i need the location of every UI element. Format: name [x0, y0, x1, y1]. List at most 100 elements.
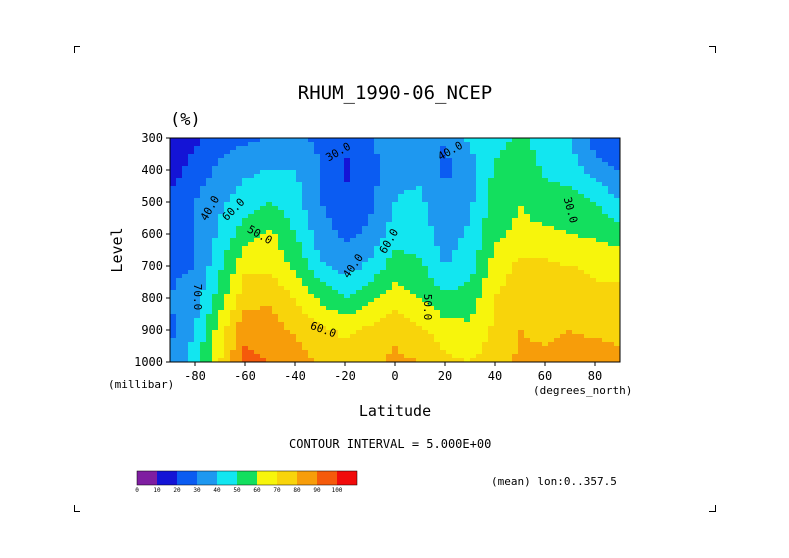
contour-cell [266, 190, 273, 195]
contour-cell [524, 342, 531, 347]
contour-cell [404, 262, 411, 267]
contour-cell [506, 154, 513, 159]
contour-cell [440, 242, 447, 247]
contour-cell [188, 346, 195, 351]
contour-cell [332, 278, 339, 283]
contour-cell [266, 354, 273, 359]
contour-cell [506, 162, 513, 167]
contour-cell [356, 210, 363, 215]
contour-cell [170, 186, 177, 191]
contour-cell [488, 342, 495, 347]
contour-cell [422, 170, 429, 175]
contour-cell [482, 338, 489, 343]
contour-cell [464, 310, 471, 315]
contour-cell [434, 250, 441, 255]
contour-cell [392, 290, 399, 295]
contour-cell [302, 302, 309, 307]
contour-cell [332, 162, 339, 167]
contour-cell [254, 350, 261, 355]
contour-cell [260, 214, 267, 219]
contour-cell [494, 266, 501, 271]
contour-cell [194, 346, 201, 351]
contour-cell [338, 202, 345, 207]
contour-cell [404, 246, 411, 251]
contour-cell [512, 162, 519, 167]
contour-cell [290, 350, 297, 355]
contour-cell [230, 154, 237, 159]
contour-cell [272, 326, 279, 331]
contour-cell [602, 198, 609, 203]
contour-cell [494, 230, 501, 235]
contour-cell [440, 246, 447, 251]
contour-cell [374, 302, 381, 307]
contour-cell [596, 258, 603, 263]
contour-cell [578, 270, 585, 275]
contour-cell [188, 266, 195, 271]
contour-cell [560, 230, 567, 235]
contour-cell [308, 178, 315, 183]
contour-cell [218, 298, 225, 303]
contour-cell [602, 282, 609, 287]
contour-cell [530, 162, 537, 167]
contour-cell [374, 230, 381, 235]
contour-cell [452, 150, 459, 155]
contour-cell [614, 162, 621, 167]
contour-cell [380, 226, 387, 231]
contour-cell [302, 230, 309, 235]
contour-cell [386, 146, 393, 151]
contour-cell [440, 310, 447, 315]
contour-cell [206, 206, 213, 211]
contour-cell [302, 166, 309, 171]
contour-cell [188, 182, 195, 187]
contour-cell [200, 234, 207, 239]
contour-cell [218, 326, 225, 331]
contour-cell [530, 350, 537, 355]
contour-cell [506, 214, 513, 219]
x-tick-label: -20 [334, 369, 356, 383]
contour-cell [554, 190, 561, 195]
contour-cell [548, 222, 555, 227]
contour-cell [404, 270, 411, 275]
contour-cell [230, 254, 237, 259]
contour-cell [182, 198, 189, 203]
contour-cell [494, 306, 501, 311]
contour-cell [278, 218, 285, 223]
contour-cell [386, 162, 393, 167]
contour-cell [272, 162, 279, 167]
contour-cell [344, 154, 351, 159]
contour-cell [266, 206, 273, 211]
contour-cell [236, 282, 243, 287]
contour-cell [278, 326, 285, 331]
contour-cell [290, 326, 297, 331]
contour-cell [494, 142, 501, 147]
contour-cell [536, 358, 543, 363]
contour-cell [614, 210, 621, 215]
contour-cell [296, 202, 303, 207]
contour-cell [314, 342, 321, 347]
contour-cell [452, 314, 459, 319]
contour-cell [236, 254, 243, 259]
contour-cell [344, 230, 351, 235]
contour-cell [476, 194, 483, 199]
contour-cell [596, 358, 603, 363]
contour-cell [608, 262, 615, 267]
contour-cell [602, 166, 609, 171]
contour-cell [536, 138, 543, 143]
contour-cell [602, 190, 609, 195]
x-tick-label: -60 [234, 369, 256, 383]
contour-cell [614, 342, 621, 347]
contour-cell [320, 238, 327, 243]
contour-cell [404, 166, 411, 171]
contour-cell [290, 338, 297, 343]
contour-cell [458, 142, 465, 147]
contour-cell [590, 278, 597, 283]
contour-cell [290, 206, 297, 211]
contour-cell [590, 358, 597, 363]
contour-cell [518, 158, 525, 163]
contour-cell [464, 298, 471, 303]
contour-cell [578, 282, 585, 287]
contour-cell [512, 330, 519, 335]
contour-cell [296, 302, 303, 307]
contour-cell [560, 294, 567, 299]
contour-cell [428, 238, 435, 243]
